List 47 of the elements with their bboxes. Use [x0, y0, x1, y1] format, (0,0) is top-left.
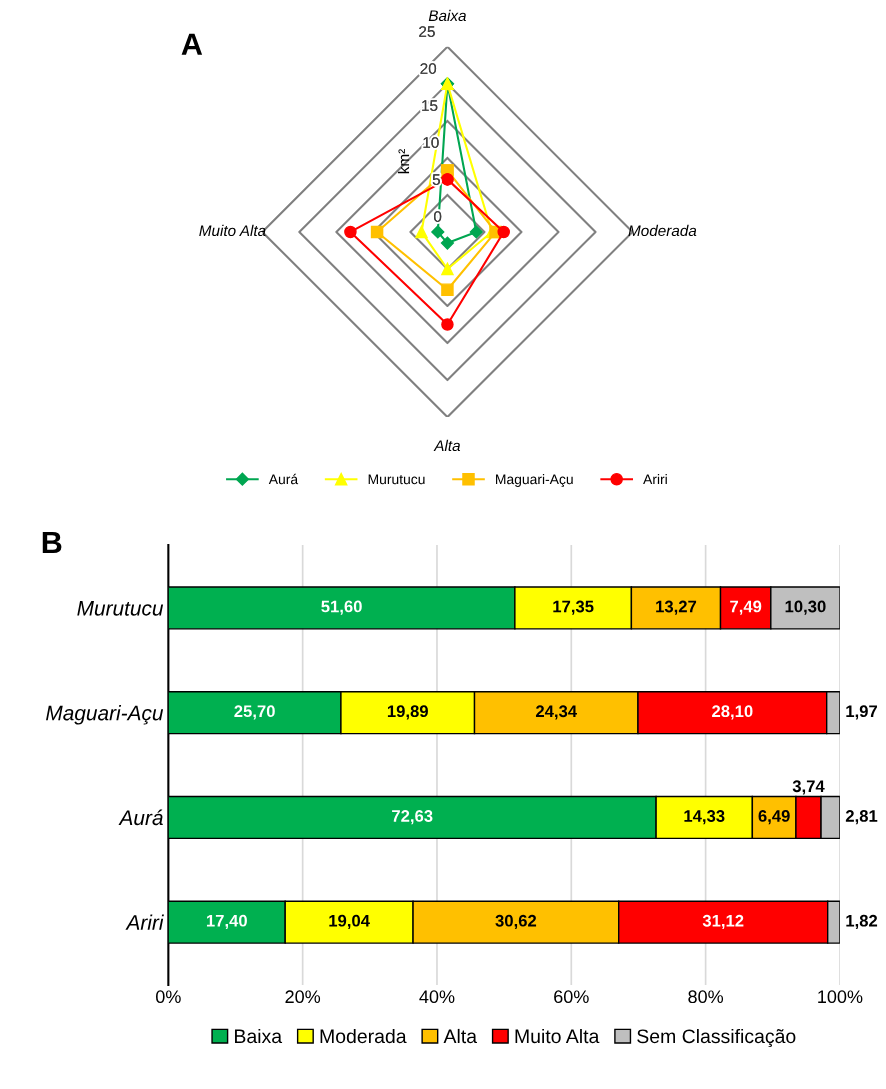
data-label: 31,12 [702, 914, 744, 930]
y-tick-label: Aurá [118, 809, 163, 826]
legend-label: Baixa [235, 1028, 283, 1044]
data-label: 30,62 [495, 914, 537, 930]
x-tick-label: 20% [285, 990, 321, 1004]
data-label: 19,04 [329, 914, 370, 930]
y-tick-label: Murutucu [77, 601, 164, 616]
spoke-label: Moderada [628, 224, 697, 237]
y-tick-label: Maguari-Açu [46, 705, 164, 725]
x-tick-label: 40% [419, 990, 455, 1004]
x-tick-label: 60% [554, 990, 589, 1004]
data-label: 24,34 [535, 705, 578, 720]
data-label: 2,81 [845, 810, 878, 825]
data-label: 10,30 [785, 600, 826, 615]
data-label: 1,82 [846, 914, 878, 930]
data-label: 17,40 [206, 914, 247, 930]
data-label: 28,10 [712, 705, 753, 720]
spoke-label: Alta [433, 439, 461, 452]
x-tick-label: 0% [156, 990, 181, 1004]
data-label: 1,97 [846, 705, 878, 720]
legend-label: Maguari-Açu [496, 474, 573, 488]
y-tick-label: Ariri [125, 914, 164, 930]
text: A [181, 33, 203, 55]
data-label: 13,27 [656, 600, 697, 615]
data-label: 7,49 [730, 600, 762, 615]
text: km² [397, 149, 410, 174]
spoke-label: Muito Alta [199, 224, 266, 237]
legend-label: Muito Alta [515, 1028, 600, 1044]
data-label: 51,60 [321, 600, 362, 615]
x-tick-label: 100% [818, 990, 863, 1004]
legend-label: Murutucu [368, 474, 425, 485]
spoke-label: Baixa [428, 9, 467, 22]
legend-label: Moderada [320, 1028, 407, 1044]
legend-label: Sem Classificação [637, 1028, 796, 1048]
y-tick-label: 25 [419, 26, 435, 37]
data-label: 3,74 [792, 780, 825, 795]
data-label: 19,89 [387, 705, 428, 720]
data-label: 6,49 [758, 810, 790, 825]
legend-label: Ariri [643, 474, 667, 485]
data-label: 25,70 [234, 705, 275, 720]
legend-label: Aurá [268, 473, 299, 485]
legend-label: Alta [443, 1028, 478, 1044]
x-tick-label: 80% [688, 990, 724, 1004]
chart-title: B [42, 531, 62, 553]
data-label: 14,33 [684, 810, 725, 825]
data-label: 72,63 [392, 810, 433, 825]
data-label: 17,35 [553, 600, 594, 615]
